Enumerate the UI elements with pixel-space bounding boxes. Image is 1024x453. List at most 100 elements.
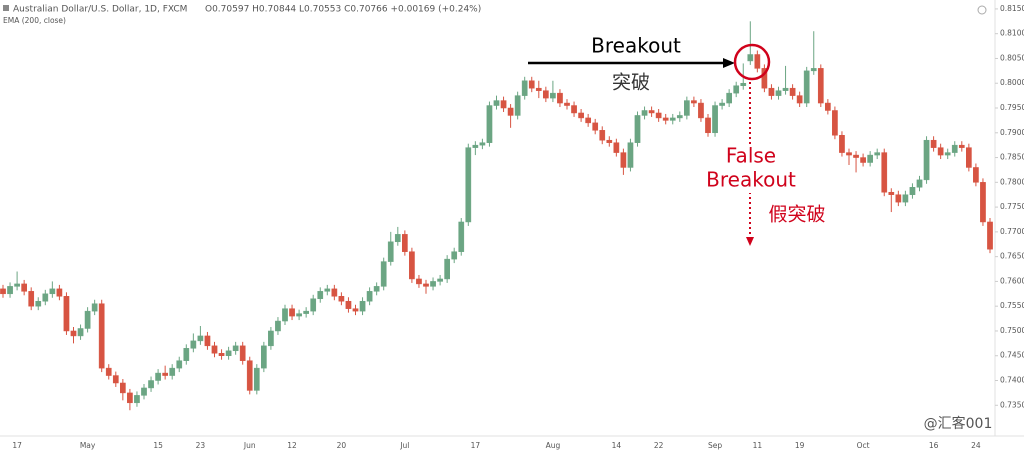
candle-body xyxy=(402,234,408,252)
candle-body xyxy=(409,251,415,280)
candle-body xyxy=(648,110,655,114)
candle-body xyxy=(557,92,563,104)
candle-body xyxy=(141,387,147,396)
false-breakout-cn-label: 假突破 xyxy=(768,204,825,226)
candle-body xyxy=(416,278,422,285)
symbol-icon xyxy=(3,5,9,11)
candle-body xyxy=(535,87,542,91)
candle-body xyxy=(225,350,232,356)
candle-body xyxy=(500,100,507,109)
candle-body xyxy=(296,313,302,317)
candle-body xyxy=(162,372,169,376)
candle-body xyxy=(719,102,725,106)
candle-body xyxy=(239,345,246,361)
candle-body xyxy=(958,144,965,148)
candle-body xyxy=(486,105,493,143)
candle-body xyxy=(691,100,697,104)
candle-body xyxy=(782,87,789,91)
candle-body xyxy=(888,191,895,195)
candle-body xyxy=(916,179,923,188)
symbol-title: Australian Dollar/U.S. Dollar, 1D, FXCM xyxy=(13,5,187,15)
candle-body xyxy=(246,360,253,391)
candle-body xyxy=(387,241,394,262)
candle-body xyxy=(944,152,951,156)
candle-body xyxy=(91,303,98,312)
candle-body xyxy=(345,300,352,309)
candle-body xyxy=(176,360,183,369)
candle-body xyxy=(127,392,133,404)
candle-body xyxy=(70,330,77,337)
candle-body xyxy=(7,286,13,295)
x-tick-label: Oct xyxy=(857,441,870,450)
candle-body xyxy=(740,82,747,86)
candle-body xyxy=(951,144,958,153)
candle-body xyxy=(634,115,641,143)
candle-body xyxy=(112,375,119,384)
candle-body xyxy=(35,300,42,307)
candle-body xyxy=(14,283,20,287)
candle-body xyxy=(775,90,782,96)
candle-body xyxy=(49,288,56,295)
candle-body xyxy=(21,283,27,292)
candle-body xyxy=(761,68,768,89)
x-tick-label: Sep xyxy=(708,441,722,450)
candle-body xyxy=(733,85,740,94)
candle-body xyxy=(84,310,91,329)
false-label: False xyxy=(726,144,776,168)
candle-body xyxy=(641,110,648,116)
candle-body xyxy=(789,87,796,96)
candle-body xyxy=(839,135,845,153)
candle-body xyxy=(564,102,570,106)
candle-body xyxy=(261,345,267,369)
candle-body xyxy=(521,80,528,96)
x-tick-label: 17 xyxy=(12,441,22,450)
y-tick-label: 0.81500 xyxy=(1000,4,1024,13)
candle-body xyxy=(620,152,627,168)
candle-body xyxy=(853,154,859,158)
candles xyxy=(0,21,993,411)
indicator-label: EMA (200, close) xyxy=(3,16,66,25)
candle-body xyxy=(197,335,204,342)
candle-body xyxy=(479,142,486,146)
candle-body xyxy=(472,144,479,148)
candle-body xyxy=(310,298,317,312)
x-tick-label: Jun xyxy=(243,441,256,450)
breakout-label: Breakout xyxy=(591,34,681,58)
x-tick-label: 14 xyxy=(612,441,622,450)
candle-body xyxy=(289,308,295,317)
candle-body xyxy=(458,221,465,252)
candle-body xyxy=(550,92,556,99)
candle-body xyxy=(726,92,732,104)
candle-body xyxy=(676,115,683,119)
candle-body xyxy=(909,187,916,195)
x-tick-label: 17 xyxy=(471,441,481,450)
candle-body xyxy=(846,152,852,156)
candle-body xyxy=(77,328,84,337)
candle-body xyxy=(817,68,824,104)
x-tick-label: 19 xyxy=(795,441,805,450)
candle-body xyxy=(444,258,450,280)
candle-body xyxy=(204,335,211,347)
candle-body xyxy=(134,395,140,404)
candle-body xyxy=(930,139,937,148)
candle-body xyxy=(923,139,930,181)
candle-body xyxy=(303,310,309,314)
candle-body xyxy=(282,308,288,322)
breakout-cn-label: 突破 xyxy=(612,72,650,94)
candle-body xyxy=(966,147,972,168)
candle-body xyxy=(860,157,866,163)
candle-body xyxy=(0,288,6,295)
candle-body xyxy=(712,105,718,134)
candle-body xyxy=(810,68,817,72)
candle-body xyxy=(578,112,584,119)
false-breakout-circle xyxy=(733,43,771,81)
candle-body xyxy=(528,80,535,89)
